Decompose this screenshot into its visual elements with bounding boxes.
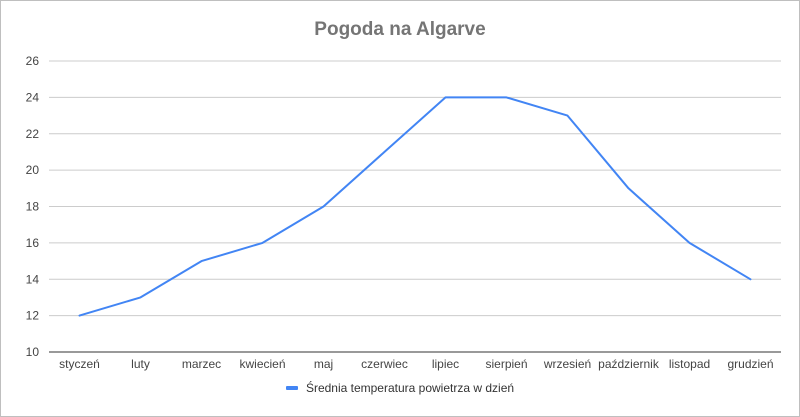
x-tick-label: listopad [669,357,710,371]
y-tick-label: 10 [26,345,40,359]
y-tick-label: 26 [26,54,40,68]
data-point [78,314,82,318]
x-tick-label: wrzesień [543,357,591,371]
x-tick-label: marzec [182,357,221,371]
data-point [444,95,448,99]
y-tick-label: 18 [26,200,40,214]
data-point [627,186,631,190]
data-point [383,150,387,154]
chart-title: Pogoda na Algarve [314,19,486,40]
y-tick-label: 14 [26,272,40,286]
data-point [261,241,265,245]
x-tick-label: grudzień [727,357,773,371]
x-tick-label: październik [598,357,660,371]
x-tick-label: czerwiec [361,357,408,371]
y-tick-label: 24 [26,90,40,104]
data-point [139,295,143,299]
x-tick-label: sierpień [485,357,527,371]
y-tick-label: 12 [26,309,40,323]
data-point [505,95,509,99]
data-point [200,259,204,263]
x-tick-label: maj [314,357,333,371]
x-tick-label: kwiecień [239,357,285,371]
legend: Średnia temperatura powietrza w dzień [1,381,799,395]
data-point [749,277,753,281]
x-tick-label: lipiec [432,357,459,371]
legend-swatch [285,386,298,390]
x-tick-label: styczeń [59,357,100,371]
x-tick-label: luty [131,357,150,371]
data-point [322,205,326,209]
data-point [566,114,570,118]
legend-label: Średnia temperatura powietrza w dzień [305,381,515,395]
series-line [78,96,752,317]
data-point [688,241,692,245]
y-tick-label: 16 [26,236,40,250]
y-tick-label: 20 [26,163,40,177]
y-tick-label: 22 [26,127,40,141]
